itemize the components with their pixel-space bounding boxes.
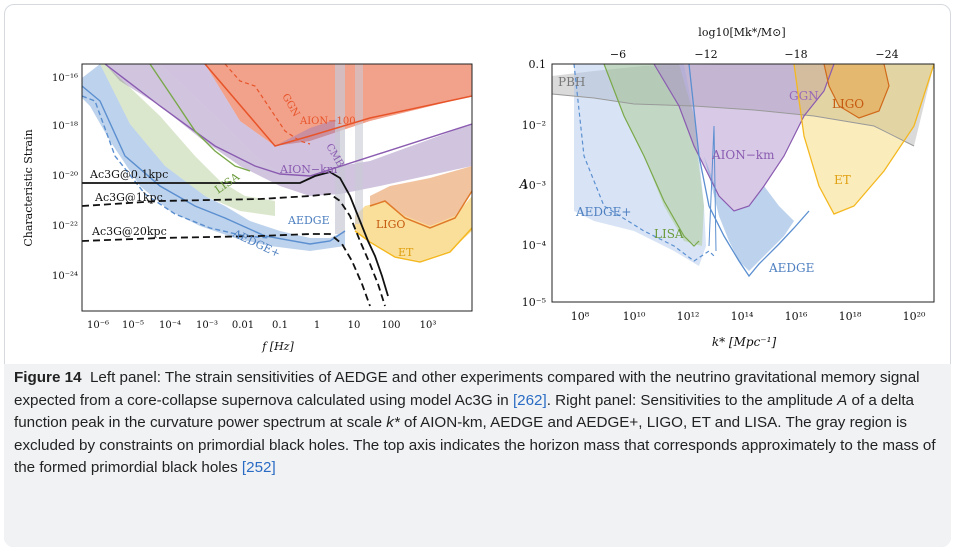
left-xlabel: f [Hz] — [261, 340, 294, 353]
ref-262-link[interactable]: [262] — [513, 392, 547, 409]
rytick-4: 10⁻⁵ — [522, 296, 546, 309]
caption-part2: . Right panel: Sensitivities to the ampl… — [547, 392, 837, 409]
rlabel-aedgeplus: AEDGE+ — [575, 205, 631, 219]
label-ligo: LIGO — [376, 218, 405, 231]
caption-box: Figure 14 Left panel: The strain sensiti… — [4, 364, 951, 547]
rxtick-2: 10¹² — [677, 310, 700, 323]
xtick-3: 10⁻³ — [196, 320, 218, 331]
label-aedge: AEDGE — [287, 214, 330, 227]
rlabel-pbh: PBH — [558, 75, 585, 89]
xtick-7: 10 — [348, 320, 361, 331]
toptick-2: −18 — [784, 48, 807, 61]
ytick-4: 10⁻²⁴ — [52, 271, 78, 282]
label-aion: AION−km — [279, 163, 338, 176]
rxtick-0: 10⁸ — [571, 310, 590, 323]
right-ylabel: A — [519, 177, 529, 191]
rlabel-lisa: LISA — [654, 227, 684, 241]
xtick-2: 10⁻⁴ — [159, 320, 181, 331]
ytick-0: 10⁻¹⁶ — [52, 73, 78, 84]
ytick-1: 10⁻¹⁸ — [52, 121, 78, 132]
rytick-1: 10⁻² — [522, 119, 546, 132]
figure-label: Figure 14 — [14, 369, 82, 386]
toptick-3: −24 — [875, 48, 898, 61]
xtick-9: 10³ — [420, 320, 437, 331]
rlabel-ligo: LIGO — [832, 97, 864, 111]
rytick-0: 0.1 — [529, 58, 547, 71]
rxtick-3: 10¹⁴ — [731, 310, 754, 323]
caption-kstar: k* — [386, 414, 400, 431]
rytick-3: 10⁻⁴ — [522, 239, 547, 252]
xtick-1: 10⁻⁵ — [122, 320, 144, 331]
left-panel-chart: Ac3G@0.1kpc Ac3G@1kpc Ac3G@20kpc LISA AI… — [10, 6, 485, 361]
label-aion100: AION−100 — [299, 116, 356, 127]
xtick-5: 0.1 — [272, 320, 288, 331]
right-xlabel: k* [Mpc⁻¹] — [712, 335, 777, 349]
rlabel-aion: AION−km — [711, 148, 775, 162]
strip-gray-2 — [355, 64, 363, 224]
rlabel-ggn: GGN — [789, 89, 819, 103]
xtick-6: 1 — [314, 320, 320, 331]
ref-252-link[interactable]: [252] — [242, 459, 276, 476]
ytick-2: 10⁻²⁰ — [52, 171, 78, 182]
xtick-4: 0.01 — [232, 320, 254, 331]
toptick-0: −6 — [610, 48, 626, 61]
label-et: ET — [398, 246, 414, 259]
figure-caption: Figure 14 Left panel: The strain sensiti… — [14, 367, 939, 480]
right-top-label: log10[Mk*/M⊙] — [698, 26, 785, 39]
rlabel-aedge: AEDGE — [768, 261, 814, 275]
left-ylabel: Characteristic Strain — [22, 129, 35, 246]
right-panel-chart: PBH GGN LIGO AION−km ET AEDGE+ LISA AEDG… — [494, 6, 949, 361]
xtick-0: 10⁻⁶ — [87, 320, 109, 331]
ytick-3: 10⁻²² — [52, 221, 78, 232]
label-ac20: Ac3G@20kpc — [91, 225, 167, 238]
rlabel-et: ET — [834, 173, 851, 187]
rxtick-4: 10¹⁶ — [785, 310, 808, 323]
label-ac01: Ac3G@0.1kpc — [89, 168, 168, 181]
label-ac1: Ac3G@1kpc — [94, 191, 163, 204]
rxtick-6: 10²⁰ — [903, 310, 926, 323]
rxtick-5: 10¹⁸ — [839, 310, 862, 323]
xtick-8: 100 — [381, 320, 400, 331]
toptick-1: −12 — [694, 48, 717, 61]
caption-amp: A — [837, 392, 847, 409]
rxtick-1: 10¹⁰ — [623, 310, 646, 323]
